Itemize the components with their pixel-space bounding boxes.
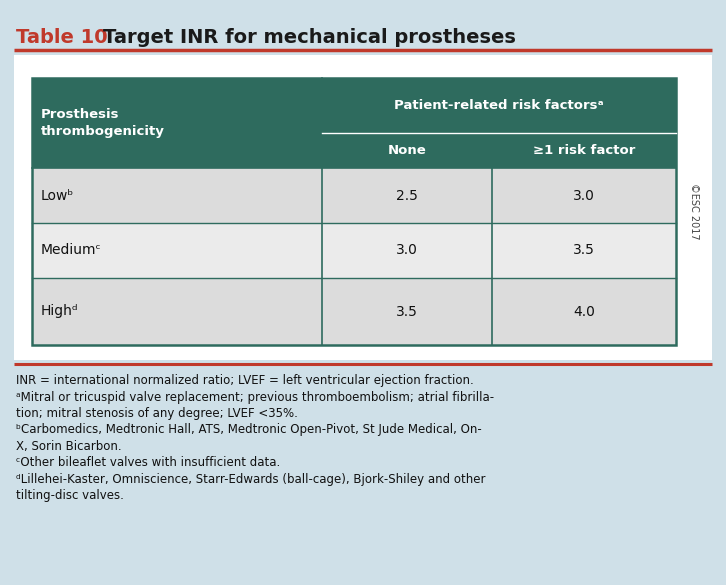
- Bar: [14, 55, 712, 360]
- Text: ≥1 risk factor: ≥1 risk factor: [533, 144, 635, 157]
- Text: tion; mitral stenosis of any degree; LVEF <35%.: tion; mitral stenosis of any degree; LVE…: [16, 407, 298, 420]
- Text: 3.5: 3.5: [573, 243, 595, 257]
- Text: ᵇCarbomedics, Medtronic Hall, ATS, Medtronic Open-Pivot, St Jude Medical, On-: ᵇCarbomedics, Medtronic Hall, ATS, Medtr…: [16, 424, 482, 436]
- Text: Table 10: Table 10: [16, 28, 128, 47]
- Text: ᶜOther bileaflet valves with insufficient data.: ᶜOther bileaflet valves with insufficien…: [16, 456, 280, 470]
- Bar: [32, 278, 676, 345]
- Bar: [32, 78, 676, 345]
- Bar: [32, 223, 676, 278]
- Text: X, Sorin Bicarbon.: X, Sorin Bicarbon.: [16, 440, 122, 453]
- Text: None: None: [388, 144, 426, 157]
- Text: 3.5: 3.5: [396, 305, 418, 318]
- Text: 3.0: 3.0: [573, 188, 595, 202]
- Bar: [32, 168, 676, 223]
- Text: 2.5: 2.5: [396, 188, 418, 202]
- Text: 3.0: 3.0: [396, 243, 418, 257]
- Text: tilting-disc valves.: tilting-disc valves.: [16, 490, 124, 503]
- Text: ©ESC 2017: ©ESC 2017: [689, 183, 699, 240]
- Bar: [32, 133, 676, 168]
- Text: ᵃMitral or tricuspid valve replacement; previous thromboembolism; atrial fibrill: ᵃMitral or tricuspid valve replacement; …: [16, 391, 494, 404]
- Text: Patient-related risk factorsᵃ: Patient-related risk factorsᵃ: [394, 99, 604, 112]
- Text: Prosthesis
thrombogenicity: Prosthesis thrombogenicity: [41, 108, 165, 139]
- Text: Lowᵇ: Lowᵇ: [41, 188, 74, 202]
- Text: Highᵈ: Highᵈ: [41, 305, 78, 318]
- Text: INR = international normalized ratio; LVEF = left ventricular ejection fraction.: INR = international normalized ratio; LV…: [16, 374, 474, 387]
- Text: 4.0: 4.0: [573, 305, 595, 318]
- Text: Target INR for mechanical prostheses: Target INR for mechanical prostheses: [103, 28, 516, 47]
- Bar: [32, 78, 676, 133]
- Text: Mediumᶜ: Mediumᶜ: [41, 243, 102, 257]
- Text: ᵈLillehei-Kaster, Omniscience, Starr-Edwards (ball-cage), Bjork-Shiley and other: ᵈLillehei-Kaster, Omniscience, Starr-Edw…: [16, 473, 486, 486]
